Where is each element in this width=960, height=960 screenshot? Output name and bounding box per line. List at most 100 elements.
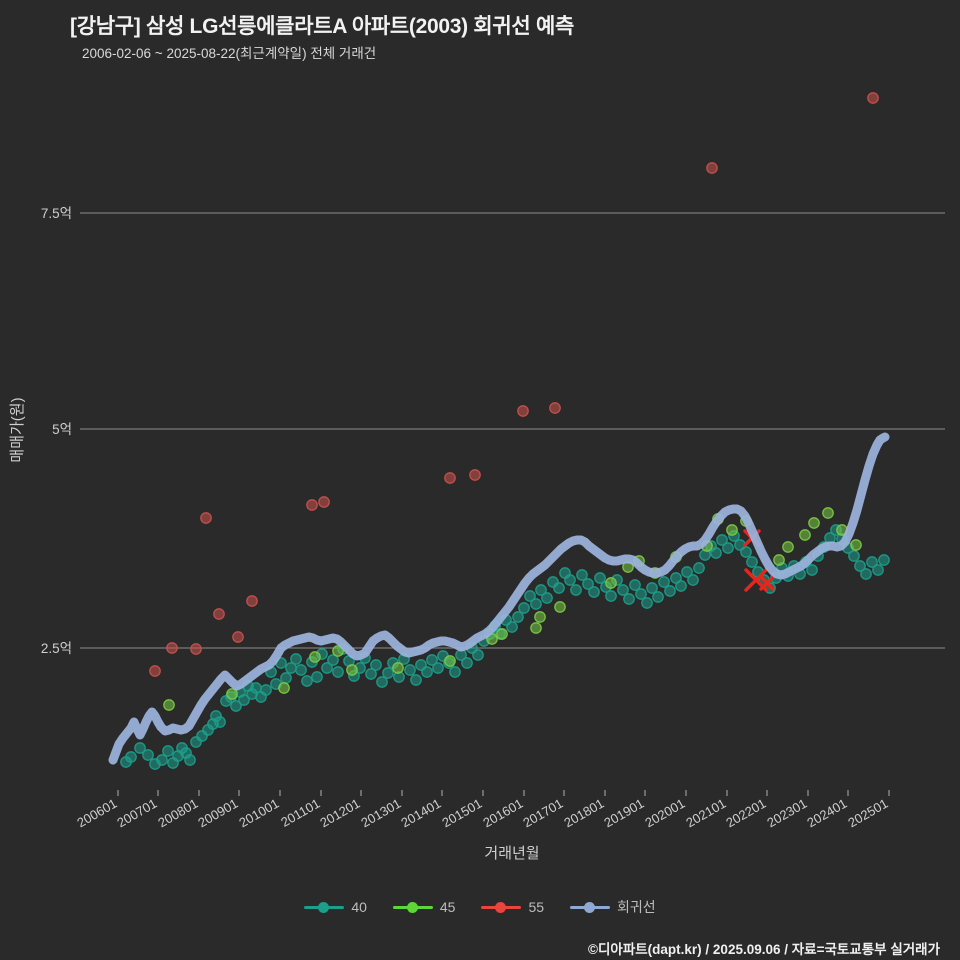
scatter-point: [534, 611, 546, 623]
scatter-point: [726, 524, 738, 536]
scatter-x-marker: [759, 575, 775, 591]
scatter-point: [301, 675, 313, 687]
scatter-point: [410, 674, 422, 686]
x-axis-ticks: 2006012007012008012009012010012011012012…: [74, 790, 891, 831]
scatter-point: [134, 742, 146, 754]
scatter-point: [530, 622, 542, 634]
x-tick-label-4: 201001: [236, 796, 281, 831]
legend-item-회귀선[interactable]: 회귀선: [570, 897, 656, 917]
legend-label: 회귀선: [617, 899, 656, 915]
scatter-point: [549, 402, 561, 414]
scatter-point: [605, 577, 617, 589]
scatter-point: [623, 593, 635, 605]
scatter-point: [588, 586, 600, 598]
x-tick-label-11: 201701: [520, 796, 565, 831]
scatter-point: [278, 682, 290, 694]
legend-item-55[interactable]: 55: [481, 899, 544, 915]
gridlines: [80, 212, 945, 649]
scatter-point: [524, 590, 536, 602]
legend-swatch-icon: [481, 900, 522, 914]
scatter-point: [246, 595, 258, 607]
scatter-point: [365, 668, 377, 680]
scatter-point: [605, 590, 617, 602]
chart-plot-area: 7.5억 5억 2.5억 20060120070120080120090120100…: [9, 92, 945, 862]
scatter-point: [878, 554, 890, 566]
legend-dot: [318, 902, 330, 913]
scatter-point: [641, 597, 653, 609]
x-tick-label-0: 200601: [74, 796, 119, 831]
scatter-point: [469, 469, 481, 481]
scatter-point: [226, 688, 238, 700]
scatter-point: [664, 585, 676, 597]
scatter-point: [582, 578, 594, 590]
scatter-point: [553, 582, 565, 594]
x-tick-label-19: 202501: [845, 796, 890, 831]
legend-swatch-icon: [570, 900, 611, 914]
scatter-point: [716, 534, 728, 546]
scatter-point: [404, 664, 416, 676]
scatter-point: [295, 664, 307, 676]
scatter-point: [530, 598, 542, 610]
scatter-point: [327, 654, 339, 666]
scatter-point: [190, 643, 202, 655]
scatter-point: [687, 574, 699, 586]
y-tick-label-2: 2.5억: [41, 641, 72, 656]
scatter-point: [740, 546, 752, 558]
scatter-point: [512, 611, 524, 623]
scatter-point: [230, 700, 242, 712]
x-tick-label-6: 201201: [317, 796, 362, 831]
legend-item-45[interactable]: 45: [392, 899, 456, 915]
scatter-point: [260, 684, 272, 696]
scatter-point: [746, 556, 758, 568]
y-tick-label-1: 5억: [52, 422, 72, 437]
scatter-point: [238, 694, 250, 706]
scatter-point: [822, 507, 834, 519]
legend-dot: [584, 902, 596, 913]
scatter-point: [321, 662, 333, 674]
x-tick-label-18: 202401: [804, 796, 849, 831]
scatter-point: [461, 657, 473, 669]
x-tick-label-9: 201501: [439, 796, 484, 831]
x-tick-label-15: 202101: [683, 796, 728, 831]
page-title: [강남구] 삼성 LG선릉에클라트A 아파트(2003) 회귀선 예측: [70, 15, 574, 38]
chart-legend: 40 45 55 회귀선: [0, 897, 960, 917]
scatter-point: [318, 496, 330, 508]
legend-label: 45: [439, 899, 456, 915]
scatter-point: [806, 564, 818, 576]
scatter-point: [564, 574, 576, 586]
legend-dot: [495, 902, 507, 913]
scatter-point: [444, 655, 456, 667]
y-tick-label-0: 7.5억: [41, 206, 72, 221]
x-axis-title: 거래년월: [484, 845, 539, 862]
scatter-point: [232, 631, 244, 643]
x-tick-label-7: 201301: [358, 796, 403, 831]
scatter-point: [570, 584, 582, 596]
scatter-point: [392, 662, 404, 674]
x-tick-label-8: 201401: [398, 796, 443, 831]
scatter-point: [472, 649, 484, 661]
scatter-point: [594, 572, 606, 584]
scatter-point: [163, 699, 175, 711]
scatter-point: [306, 499, 318, 511]
scatter-point: [311, 671, 323, 683]
x-tick-label-16: 202201: [723, 796, 768, 831]
scatter-point: [541, 592, 553, 604]
legend-swatch-icon: [392, 900, 433, 914]
scatter-point: [346, 664, 358, 676]
scatter-point: [850, 539, 862, 551]
y-axis-title: 매매가(원): [9, 397, 26, 462]
scatter-point: [872, 564, 884, 576]
scatter-point: [658, 576, 670, 588]
scatter-point: [142, 749, 154, 761]
legend-label: 55: [528, 899, 545, 915]
chart-subtitle: 2006-02-06 ~ 2025-08-22(최근계약일) 전체 거래건: [82, 46, 377, 61]
legend-item-40[interactable]: 40: [304, 899, 367, 915]
scatter-point: [554, 601, 566, 613]
scatter-point: [617, 584, 629, 596]
scatter-point: [156, 754, 168, 766]
x-tick-label-14: 202001: [642, 796, 687, 831]
scatter-point: [421, 666, 433, 678]
scatter-point: [693, 562, 705, 574]
x-tick-label-1: 200701: [114, 796, 159, 831]
footer-credit: ©디아파트(dapt.kr) / 2025.09.06 / 자료=국토교통부 실…: [588, 942, 940, 957]
